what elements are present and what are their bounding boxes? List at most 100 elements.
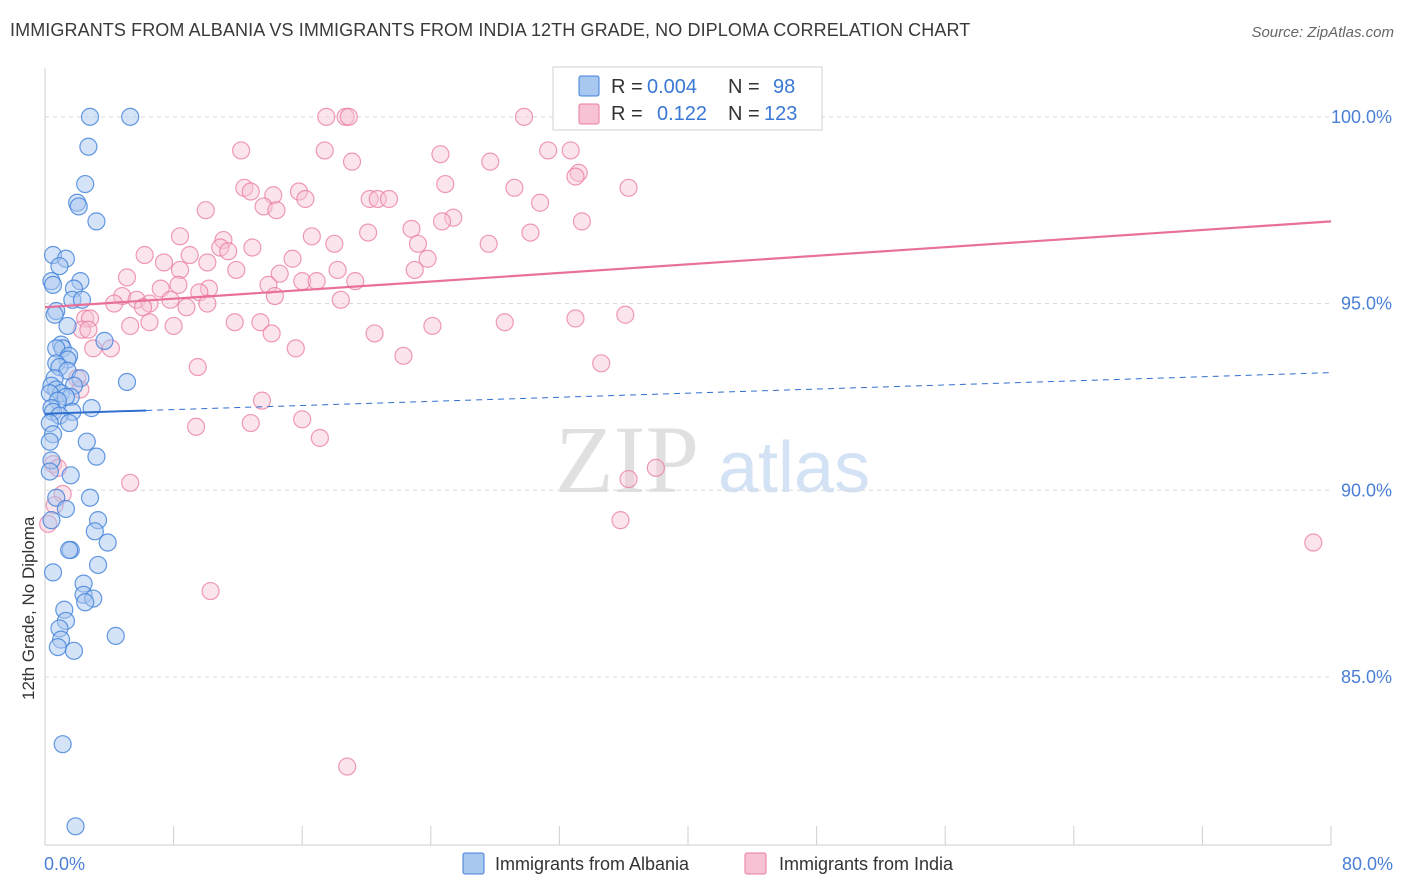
india-point	[539, 141, 558, 160]
india-point	[431, 145, 450, 164]
y-axis-label: 12th Grade, No Diploma	[19, 516, 38, 700]
india-point	[196, 201, 215, 220]
india-point	[198, 253, 217, 272]
india-point	[289, 182, 309, 201]
albania-point	[43, 275, 63, 294]
india-point	[325, 234, 344, 253]
albania-point	[79, 137, 98, 156]
india-point	[379, 189, 399, 209]
albania-point	[48, 637, 67, 657]
india-point	[394, 346, 413, 365]
y-tick-label-90: 90.0%	[1341, 480, 1392, 500]
x-tick-label-max: 80.0%	[1342, 854, 1393, 874]
bottom-legend: Immigrants from Albania Immigrants from …	[462, 852, 954, 875]
india-point	[619, 178, 638, 197]
series-albania	[40, 107, 140, 836]
legend-n-label-india: N =	[728, 103, 760, 125]
india-point	[187, 417, 206, 436]
albania-point	[76, 593, 95, 612]
india-point	[331, 290, 350, 309]
grid	[45, 116, 1331, 678]
india-point	[243, 238, 262, 257]
legend-r-label-india: R =	[611, 103, 643, 125]
albania-point	[60, 540, 79, 560]
india-point	[267, 201, 286, 220]
legend-n-label-albania: N =	[728, 76, 760, 98]
albania-point	[69, 197, 88, 216]
albania-point	[117, 372, 137, 392]
albania-point	[121, 107, 140, 126]
india-point	[170, 260, 190, 280]
albania-point	[98, 533, 117, 552]
india-point	[154, 253, 174, 272]
albania-point	[87, 447, 106, 466]
india-point	[164, 316, 183, 336]
albania-point	[80, 107, 100, 126]
albania-point	[85, 522, 104, 541]
india-point	[479, 234, 498, 253]
albania-point	[40, 432, 59, 451]
india-point	[646, 458, 665, 477]
watermark-zip: ZIP	[555, 406, 699, 513]
india-point	[227, 260, 246, 280]
india-point	[121, 473, 140, 492]
india-point	[566, 309, 585, 328]
india-point	[241, 413, 260, 433]
india-point	[232, 141, 251, 160]
albania-point	[77, 432, 96, 451]
y-tick-labels: 85.0% 90.0% 95.0% 100.0%	[1331, 107, 1392, 687]
albania-point	[80, 488, 100, 507]
albania-point	[95, 331, 114, 350]
india-point	[293, 410, 312, 429]
india-point	[342, 152, 362, 171]
india-point	[566, 167, 585, 186]
trend-lines	[44, 220, 1332, 415]
albania-trend-solid	[44, 409, 147, 415]
watermark-atlas: atlas	[718, 428, 870, 508]
india-point	[531, 193, 550, 212]
india-point	[219, 242, 238, 261]
albania-point	[58, 316, 77, 336]
legend: R = 0.004 N = 98 R = 0.122 N = 123	[552, 66, 823, 131]
albania-point	[53, 735, 72, 754]
india-point	[241, 182, 260, 201]
y-tick-label-100: 100.0%	[1331, 107, 1392, 127]
albania-point	[66, 817, 85, 836]
albania-point	[43, 563, 63, 582]
india-point	[251, 313, 270, 332]
india-point	[252, 391, 272, 410]
albania-point	[50, 257, 69, 276]
chart-title: IMMIGRANTS FROM ALBANIA VS IMMIGRANTS FR…	[10, 20, 971, 40]
india-point	[561, 141, 580, 160]
albania-trend-dashed	[146, 372, 1332, 411]
india-point	[505, 178, 524, 197]
india-point	[521, 223, 540, 242]
legend-r-value-india: 0.122	[657, 103, 707, 125]
legend-r-label-albania: R =	[611, 76, 643, 98]
india-point	[619, 469, 638, 489]
legend-swatch-india	[578, 103, 600, 125]
source-credit: Source: ZipAtlas.com	[1251, 24, 1394, 41]
albania-point	[42, 511, 61, 530]
india-point	[317, 107, 336, 126]
india-point	[611, 511, 630, 530]
bottom-legend-swatch-albania	[462, 852, 485, 875]
albania-point	[64, 641, 84, 660]
india-point	[169, 275, 188, 294]
india-point	[418, 249, 437, 268]
india-point	[286, 339, 305, 358]
bottom-legend-swatch-india	[744, 852, 767, 875]
india-point	[436, 174, 455, 194]
india-point	[117, 268, 137, 287]
india-point	[180, 245, 199, 265]
india-point	[79, 320, 98, 339]
india-point	[432, 212, 452, 231]
india-point	[198, 294, 217, 313]
india-point	[408, 234, 428, 253]
y-tick-label-85: 85.0%	[1341, 667, 1392, 687]
legend-n-value-india: 123	[764, 103, 797, 125]
india-point	[315, 141, 334, 160]
albania-point	[60, 413, 79, 433]
india-trend	[44, 220, 1332, 309]
